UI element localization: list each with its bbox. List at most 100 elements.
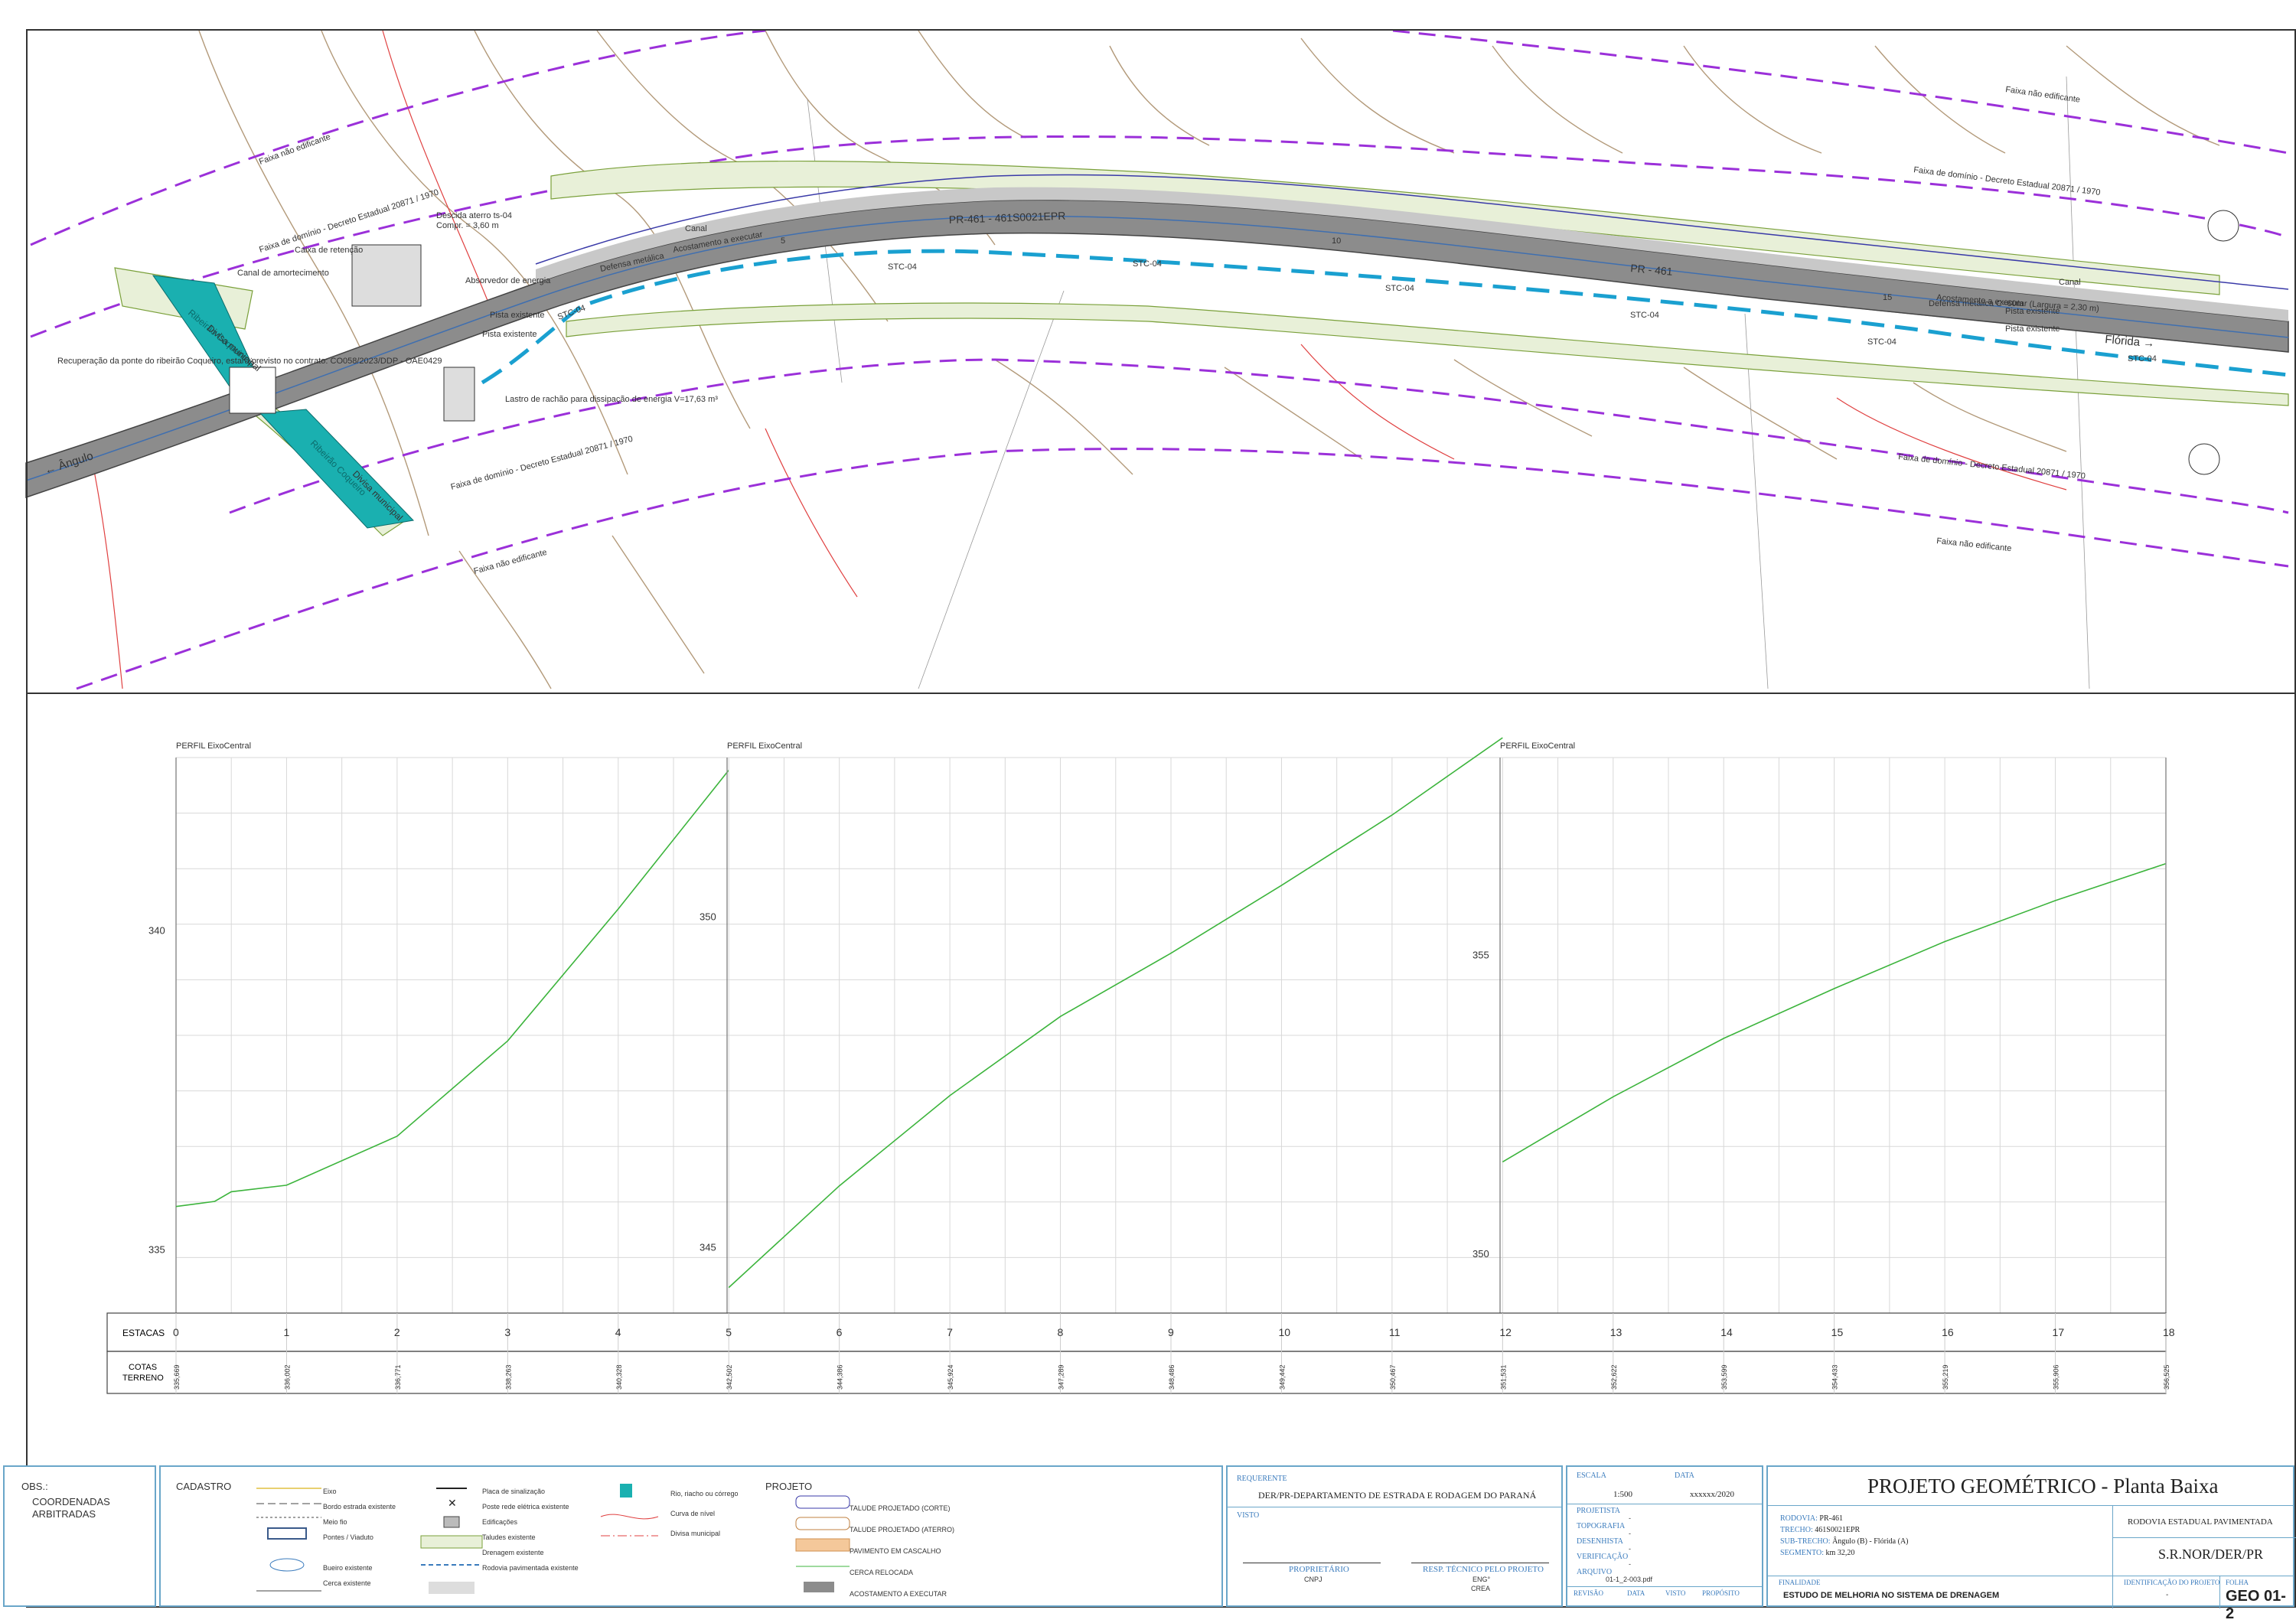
estaca-cell: 14 [1720,1326,1733,1338]
estaca-cell: 5 [726,1326,732,1338]
estaca-cell: 1 [283,1326,289,1338]
florida-label: Flórida → [2105,333,2155,350]
pista-existente-1: Pista existente [490,311,545,320]
lastro-label: Lastro de rachão para dissipação de ener… [505,395,718,404]
profile-title: PERFIL EixoCentral [727,741,802,751]
cotas-row-label-2: TERRENO [122,1374,164,1383]
y-tick-label: 335 [148,1244,165,1256]
profile-title: PERFIL EixoCentral [1500,741,1575,751]
estaca-cell: 8 [1058,1326,1064,1338]
recuperacao-label: Recuperação da ponte do ribeirão Coqueir… [57,357,442,366]
profile-table: ESTACAS COTAS TERRENO 0 335,669 1 336,002 2 3… [106,1312,2175,1394]
faixa-dominio-2: Faixa de domínio - Decreto Estadual 2087… [1913,165,2101,197]
y-tick-label: 345 [700,1242,716,1253]
faixa-nao-edificante-3: Faixa não edificante [1936,536,2012,553]
title-info: RODOVIA: PR-461 TRECHO: 461S0021EPR SUB-… [1780,1513,1909,1559]
svg-text:✕: ✕ [448,1497,457,1509]
legend-talude-aterro: TALUDE PROJETADO (ATERRO) [850,1526,955,1533]
estaca-cell: 7 [947,1326,953,1338]
trecho-value: 461S0021EPR [1815,1526,1861,1534]
arquivo-value: 01-1_2-003.pdf [1606,1576,1653,1583]
cadastro-title: CADASTRO [176,1481,232,1492]
estaca-cell: 0 [173,1326,179,1338]
defensa-c-label: Defensa metálica C=60m [1929,299,2024,308]
visto2-label: VISTO [1665,1589,1686,1597]
cota-cell: 349,442 [1278,1364,1286,1390]
escala-block: ESCALA 1:500 DATA xxxxxx/2020 PROJETISTA… [1566,1465,1763,1607]
profile-charts: PERFIL EixoCentral 335 340 PERFIL EixoCentr… [148,737,2167,1314]
faixa-lines [30,29,2289,690]
tipo-value: RODOVIA ESTADUAL PAVIMENTADA [2128,1517,2273,1527]
title-main: PROJETO GEOMÉTRICO - Planta Baixa [1867,1475,2219,1498]
canal-label: Canal de amortecimento [237,269,329,278]
cotas-row-label-1: COTAS [129,1363,157,1372]
canal-label-2: Canal [2059,278,2081,287]
trecho-label: TRECHO: [1780,1526,1813,1534]
cota-cell: 354,433 [1831,1364,1839,1390]
y-tick-label: 350 [1473,1248,1489,1260]
legend-pavimento: PAVIMENTO EM CASCALHO [850,1547,941,1555]
subtrecho-label: SUB-TRECHO: [1780,1537,1831,1546]
stc-label-2: STC-04 [1133,259,1162,269]
cota-cell: 351,531 [1499,1364,1507,1390]
y-tick-label: 350 [700,911,716,922]
terrain-profile-line [175,770,729,1207]
cota-cell: 344,386 [837,1364,844,1390]
cota-cell: 347,289 [1058,1364,1065,1390]
contour-lines [198,30,2220,689]
requerente-value: DER/PR-DEPARTAMENTO DE ESTRADA E RODAGEM… [1258,1490,1537,1501]
verificacao-label: VERIFICAÇÃO [1577,1553,1629,1561]
title-block: PROJETO GEOMÉTRICO - Planta Baixa RODOVI… [1766,1465,2296,1622]
cota-cell: 342,502 [726,1364,733,1390]
folha-label: FOLHA [2226,1579,2249,1586]
stc-label-3: STC-04 [1385,284,1414,293]
cota-cell: 350,467 [1389,1364,1397,1390]
legend-rio: Rio, riacho ou córrego [670,1490,739,1498]
legend-rodovia: Rodovia pavimentada existente [482,1564,579,1572]
estaca-cell: 12 [1499,1326,1512,1338]
pista-existente-3: Pista existente [2005,307,2060,316]
obs-line-1: COORDENADAS [32,1496,110,1507]
desenhista-label: DESENHISTA [1577,1537,1623,1546]
faixa-dominio-4: Faixa de domínio - Decreto Estadual 2087… [1898,452,2086,481]
verificacao-value: - [1629,1560,1631,1568]
projeto-symbols [795,1495,850,1592]
estaca-cell: 3 [504,1326,510,1338]
cnpj-label: CNPJ [1304,1576,1322,1583]
legend-placa: Placa de sinalização [482,1488,546,1495]
plan-view: Faixa não edificante Faixa de domínio - … [25,29,2296,694]
legend-taludes: Taludes existente [482,1533,536,1541]
obs-block: OBS.: COORDENADAS ARBITRADAS [3,1465,156,1607]
drainage-stc-line [481,249,2289,385]
data2-label: DATA [1627,1589,1645,1597]
estaca-cell: 17 [2053,1326,2065,1338]
stc-label-4: STC-04 [1630,311,1659,320]
station-5: 5 [781,236,785,246]
estaca-cell: 4 [615,1326,621,1338]
requerente-label: REQUERENTE [1237,1475,1287,1483]
legend-drenagem: Drenagem existente [482,1549,544,1556]
cota-cell: 355,219 [1942,1364,1949,1390]
road-surface [25,174,2289,499]
y-tick-label: 340 [148,924,165,936]
segmento-value: km 32,20 [1825,1549,1855,1557]
profile-title: PERFIL EixoCentral [176,741,251,751]
legend-poste: Poste rede elétrica existente [482,1503,569,1511]
obs-line-2: ARBITRADAS [32,1508,96,1520]
stc-label-1: STC-04 [888,262,917,272]
cadastro-col-2: Placa de sinalização Poste rede elétrica… [482,1484,579,1576]
descida-label: Descida aterro ts-04 [436,211,512,220]
eng-label: ENG° [1473,1576,1491,1583]
y-tick-label: 355 [1473,950,1489,961]
cadastro-symbols-3 [600,1484,659,1537]
station-markers [2188,210,2239,475]
cota-cell: 336,771 [394,1364,402,1390]
cadastro-symbols [256,1488,321,1592]
rodovia-label: RODOVIA: [1780,1514,1818,1523]
estaca-cell: 16 [1942,1326,1954,1338]
finalidade-value: ESTUDO DE MELHORIA NO SISTEMA DE DRENAGE… [1783,1591,2000,1600]
faixa-nao-edificante-1: Faixa não edificante [258,132,332,167]
rodovia-value: PR-461 [1819,1514,1843,1523]
stc-label-6: STC-04 [2128,354,2157,363]
